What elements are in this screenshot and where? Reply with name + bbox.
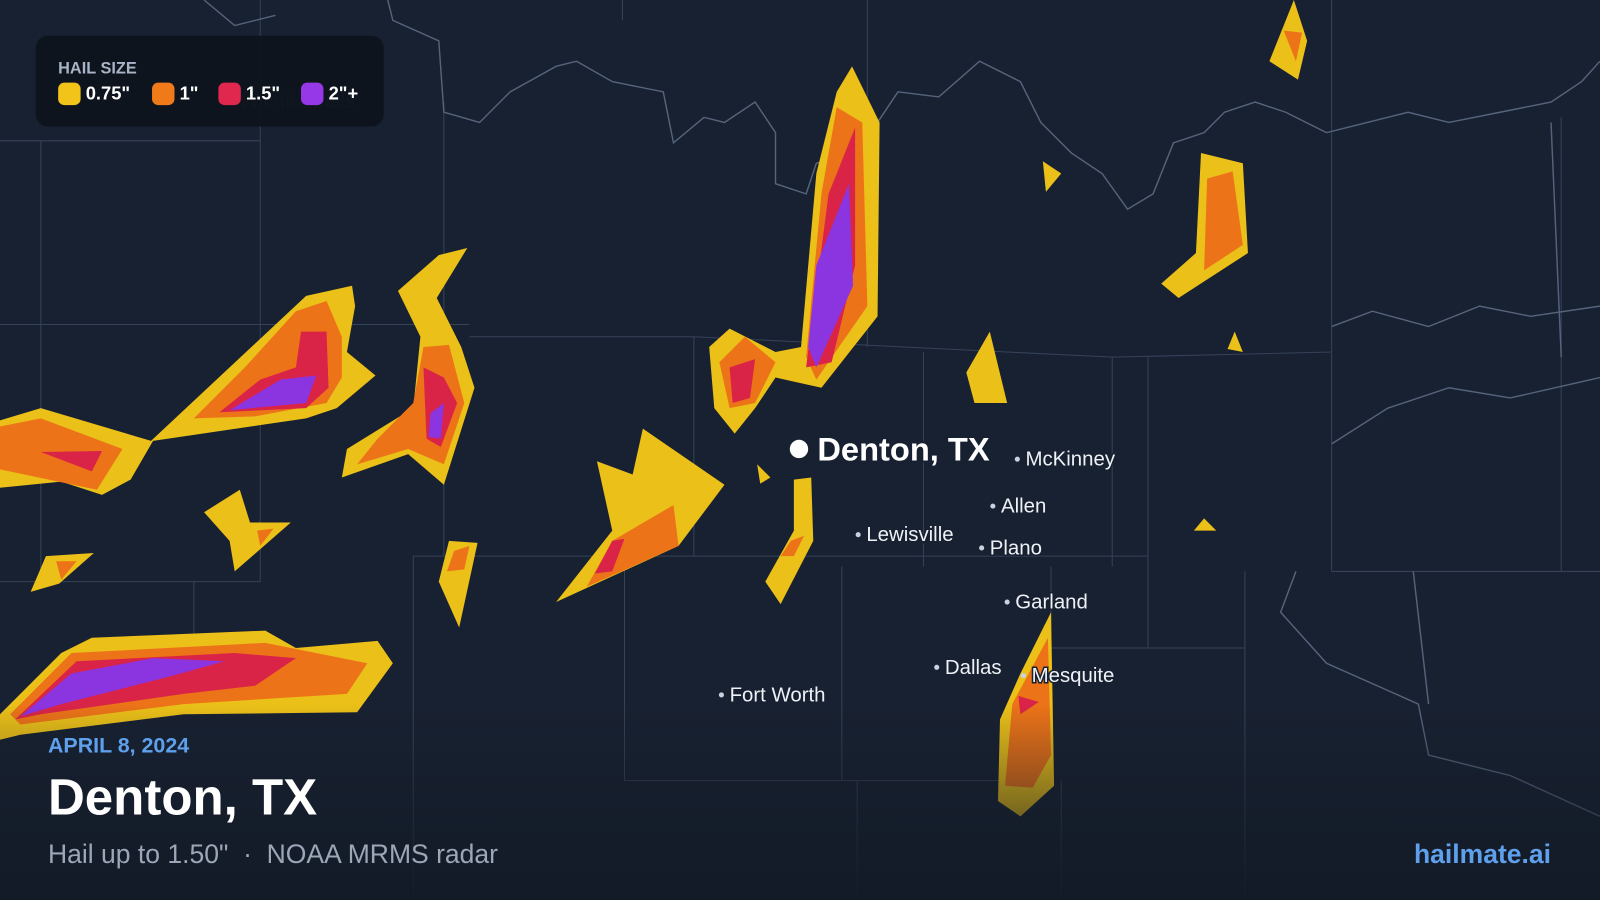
city-dot xyxy=(934,664,940,670)
city-dot xyxy=(990,503,996,509)
legend-swatch xyxy=(301,82,324,106)
brand[interactable]: hailmate.ai xyxy=(1414,839,1551,869)
legend-items: 0.75" 1" 1.5" 2"+ xyxy=(58,82,359,106)
legend-box xyxy=(35,35,384,127)
city-label: Garland xyxy=(1015,591,1088,613)
city-label: Dallas xyxy=(945,657,1002,679)
footer-shade xyxy=(0,704,1600,900)
legend-label: 0.75" xyxy=(86,83,130,104)
subtitle: Hail up to 1.50" · NOAA MRMS radar xyxy=(48,839,498,869)
date: APRIL 8, 2024 xyxy=(48,734,189,758)
focus-city-label: Denton, TX xyxy=(817,431,989,468)
city-dot xyxy=(1020,672,1027,679)
legend-title: HAIL SIZE xyxy=(58,60,137,78)
city-label: Allen xyxy=(1001,496,1046,518)
city-dot xyxy=(1014,456,1020,462)
city-label: Lewisville xyxy=(866,524,953,546)
city-label: Fort Worth xyxy=(730,684,826,706)
city-dot xyxy=(979,545,985,551)
legend-label: 1" xyxy=(180,83,199,104)
city-dot xyxy=(718,692,724,698)
city-dot xyxy=(855,532,861,538)
city-label: Mesquite xyxy=(1032,665,1115,687)
city-label: Plano xyxy=(990,537,1042,559)
city-dot xyxy=(1004,599,1010,605)
focus-city-dot xyxy=(789,439,809,459)
legend-swatch xyxy=(218,82,241,106)
legend-label: 2"+ xyxy=(329,83,359,104)
legend-swatch xyxy=(152,82,175,106)
legend-label: 1.5" xyxy=(246,83,280,104)
title: Denton, TX xyxy=(48,769,317,826)
legend-swatch xyxy=(58,82,81,106)
city-label: McKinney xyxy=(1026,449,1116,471)
